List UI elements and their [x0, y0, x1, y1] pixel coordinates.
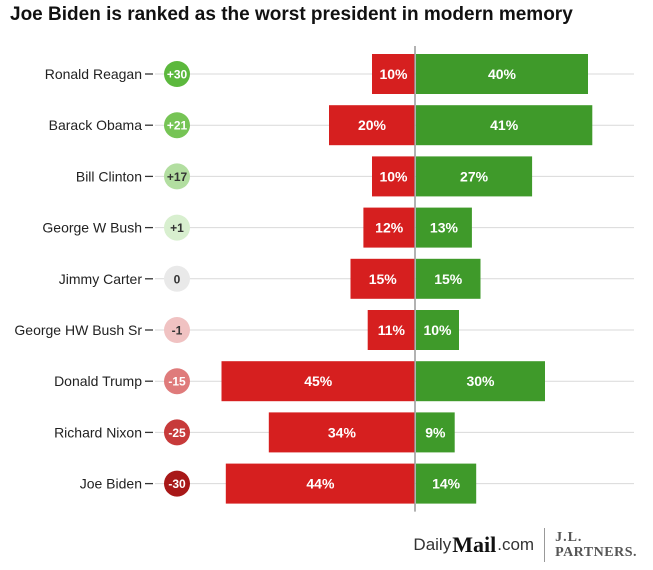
negative-value-label: 11%: [378, 322, 406, 338]
net-score-label: -1: [172, 324, 183, 338]
negative-bar: [221, 361, 415, 402]
logo-divider: [544, 528, 546, 562]
net-score-badge: [164, 265, 190, 292]
jl-partners-logo-top: J.L.: [555, 530, 583, 545]
category-label: Donald Trump: [54, 373, 142, 389]
negative-bar: [363, 207, 415, 248]
net-score-badge: [164, 368, 190, 395]
jl-partners-logo-bottom: PARTNERS.: [555, 545, 637, 560]
positive-value-label: 30%: [466, 373, 495, 389]
publisher-logos: Daily Mail .com J.L. PARTNERS.: [413, 528, 637, 562]
category-label: Ronald Reagan: [45, 66, 142, 82]
net-score-label: 0: [174, 272, 181, 286]
positive-bar: [416, 54, 588, 94]
negative-value-label: 10%: [379, 168, 408, 184]
net-score-badge: [164, 163, 190, 190]
category-label: Jimmy Carter: [59, 271, 143, 287]
positive-bar: [416, 310, 459, 350]
positive-value-label: 13%: [430, 220, 459, 236]
net-score-badge: [164, 470, 190, 497]
positive-bar: [416, 207, 472, 248]
category-label: Joe Biden: [80, 476, 142, 492]
net-score-label: -25: [168, 426, 186, 440]
dailymail-logo-mail: Mail: [452, 532, 497, 557]
positive-bar: [416, 105, 593, 146]
negative-bar: [329, 105, 415, 146]
negative-bar: [372, 54, 415, 94]
positive-bar: [416, 156, 533, 197]
negative-bar: [225, 463, 415, 504]
positive-bar: [416, 463, 477, 504]
positive-value-label: 40%: [488, 66, 517, 82]
net-score-badge: [164, 419, 190, 446]
jl-partners-logo: J.L. PARTNERS.: [555, 530, 637, 560]
category-label: Barack Obama: [49, 117, 143, 133]
negative-value-label: 34%: [328, 424, 357, 440]
positive-bar: [416, 412, 455, 453]
positive-bar: [416, 258, 481, 299]
dailymail-logo-com: .com: [497, 535, 535, 554]
net-score-label: -15: [168, 375, 186, 389]
net-score-label: +1: [170, 221, 184, 235]
negative-bar: [372, 156, 415, 197]
net-score-label: +30: [167, 68, 188, 82]
category-label: Richard Nixon: [54, 424, 142, 440]
dailymail-logo-daily: Daily: [413, 535, 452, 554]
positive-value-label: 14%: [432, 476, 461, 492]
negative-value-label: 44%: [306, 476, 335, 492]
negative-value-label: 10%: [379, 66, 408, 82]
net-score-badge: [164, 317, 190, 343]
negative-value-label: 15%: [369, 271, 398, 287]
positive-value-label: 15%: [434, 271, 463, 287]
positive-value-label: 9%: [425, 424, 446, 440]
negative-bar: [350, 258, 415, 299]
negative-value-label: 45%: [304, 373, 333, 389]
positive-value-label: 10%: [423, 322, 452, 338]
chart-title: Joe Biden is ranked as the worst preside…: [10, 4, 573, 25]
negative-bar: [367, 310, 415, 350]
negative-bar: [268, 412, 415, 453]
net-score-badge: [164, 112, 190, 139]
net-score-badge: [164, 214, 190, 241]
positive-bar: [416, 361, 545, 402]
net-score-label: +17: [167, 170, 188, 184]
net-score-label: +21: [167, 119, 188, 133]
category-label: George W Bush: [42, 220, 142, 236]
positive-value-label: 27%: [460, 168, 489, 184]
negative-value-label: 12%: [375, 220, 404, 236]
net-score-badge: [164, 61, 190, 87]
net-score-label: -30: [168, 477, 186, 491]
negative-value-label: 20%: [358, 117, 387, 133]
category-label: George HW Bush Sr: [14, 322, 142, 338]
positive-value-label: 41%: [490, 117, 519, 133]
category-label: Bill Clinton: [76, 168, 142, 184]
